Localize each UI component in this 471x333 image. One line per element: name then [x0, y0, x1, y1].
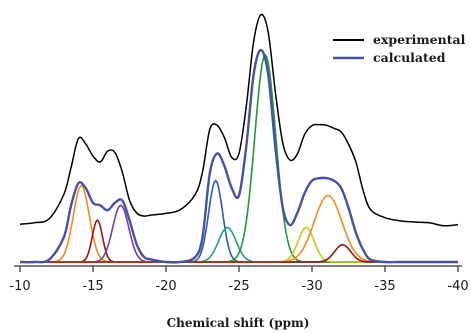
x-axis-title: Chemical shift (ppm) [167, 316, 310, 330]
legend-label-experimental: experimental [373, 32, 466, 47]
x-tick-label: -15 [82, 279, 103, 294]
x-tick-label: -40 [447, 279, 468, 294]
x-tick-label: -10 [9, 279, 30, 294]
legend: experimental calculated [333, 32, 466, 65]
x-tick-label: -30 [301, 279, 322, 294]
x-tick-label: -35 [374, 279, 395, 294]
x-axis-ticks: -10 -15 -20 -25 -30 -35 -40 [9, 266, 469, 294]
x-tick-label: -20 [155, 279, 176, 294]
spectrum-series [19, 13, 459, 264]
series-line-calculated [19, 48, 458, 264]
series-line-experimental [19, 13, 459, 227]
component-peak-6 [20, 53, 457, 263]
legend-label-calculated: calculated [373, 50, 446, 65]
component-peak-5 [20, 226, 457, 263]
x-tick-label: -25 [228, 279, 249, 294]
component-peaks [20, 53, 457, 263]
component-peak-8 [20, 194, 457, 263]
x-axis: -10 -15 -20 -25 -30 -35 -40 Chemical shift (pp… [9, 265, 469, 330]
